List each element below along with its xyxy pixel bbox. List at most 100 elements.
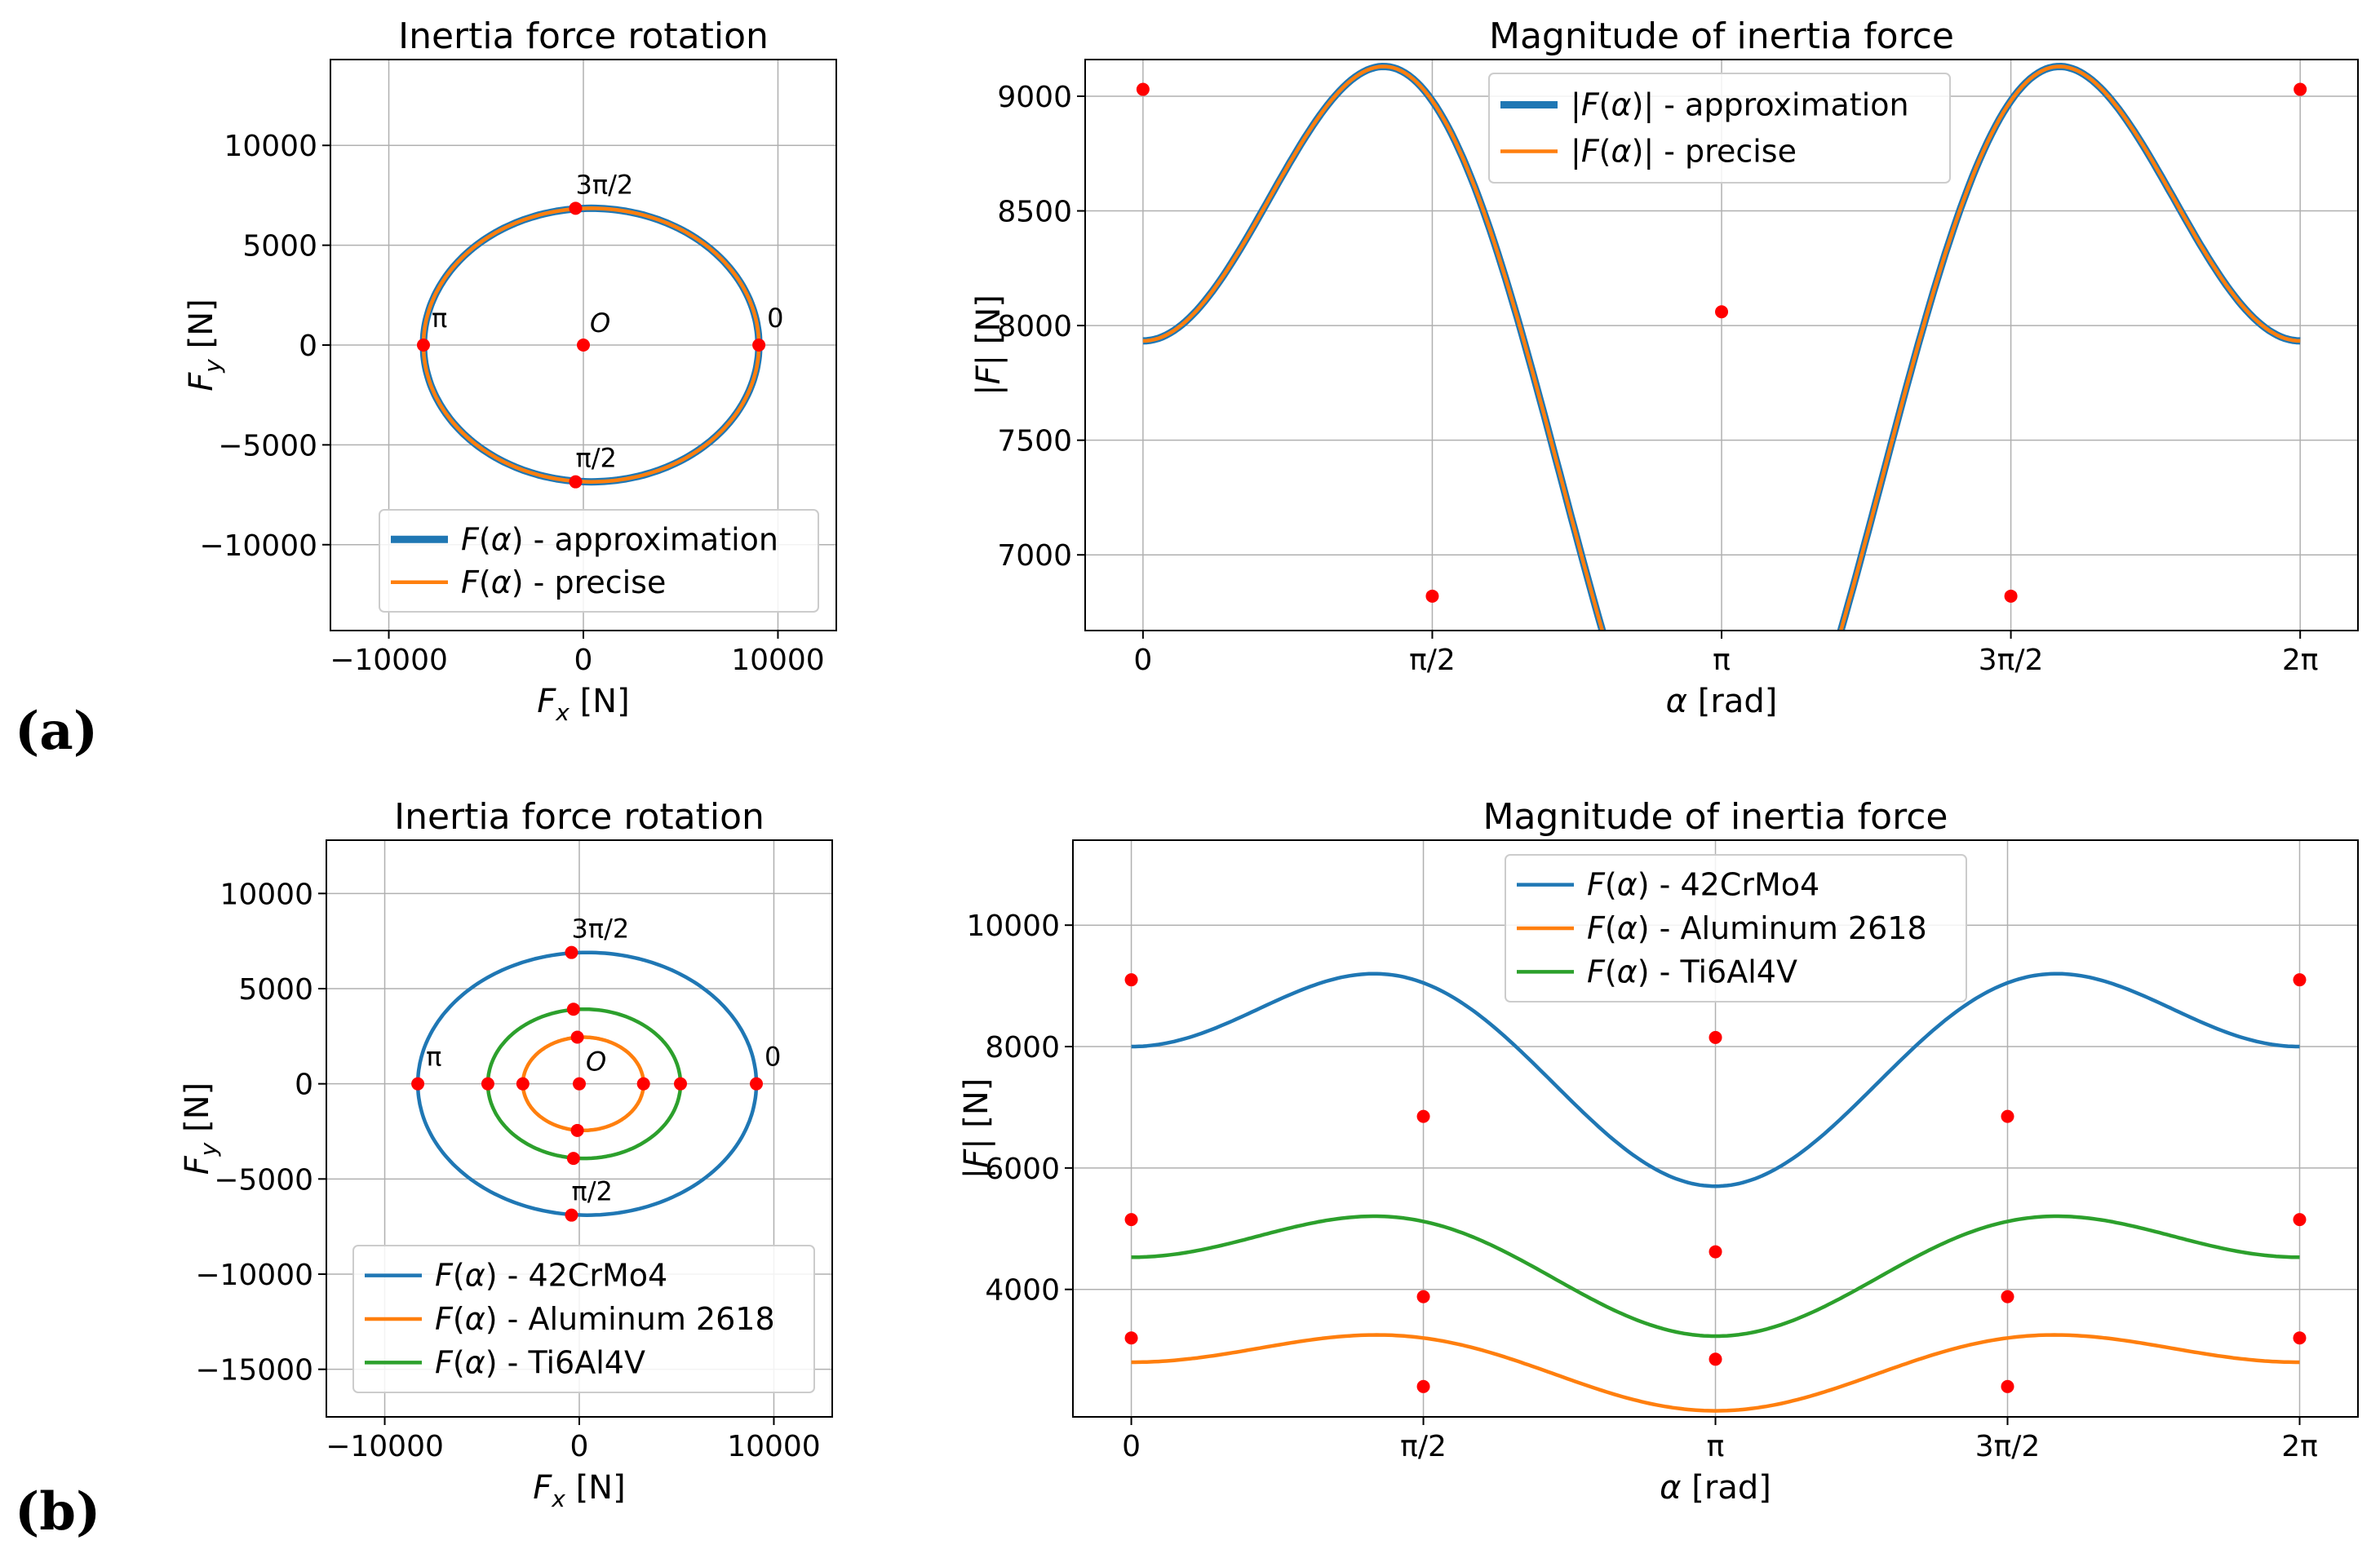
data-point — [569, 201, 583, 215]
data-layer — [1131, 972, 2300, 1413]
y-tick-label: 8500 — [997, 196, 1072, 229]
data-point — [516, 1077, 530, 1091]
data-point — [636, 1077, 650, 1091]
legend-entry-label: F(α) - approximation — [461, 521, 778, 557]
point-annotation: π — [426, 1042, 441, 1073]
data-point — [1136, 82, 1150, 96]
chart-b-magnitude-of-inertia-force: 0 π/2 π 3π/2 2π 4000 6000 8000 10000 Magnitude of… — [958, 796, 2359, 1507]
data-point — [752, 339, 766, 352]
data-point — [2294, 82, 2307, 96]
legend-box — [352, 1245, 815, 1393]
y-tick-label: 4000 — [985, 1274, 1060, 1308]
legend-box — [1505, 854, 1967, 1003]
legend-box — [379, 509, 819, 613]
x-tick-label: 0 — [1122, 1430, 1141, 1463]
point-annotation: 0 — [767, 303, 783, 334]
data-point — [1709, 1245, 1722, 1259]
x-tick-label: 0 — [570, 1430, 589, 1463]
data-point — [1124, 1331, 1138, 1345]
y-tick-label: −5000 — [218, 429, 317, 463]
x-tick-label: −10000 — [326, 1430, 444, 1463]
chart-title: Magnitude of inertia force — [1483, 796, 1948, 838]
point-annotation: π/2 — [575, 443, 616, 474]
panel-label-b: (b) — [15, 1481, 100, 1543]
y-tick-label: 5000 — [242, 230, 317, 263]
chart-title: Inertia force rotation — [394, 796, 765, 838]
y-tick-label: −5000 — [214, 1163, 313, 1197]
y-tick-label: 10000 — [219, 878, 313, 911]
x-tick-label: 2π — [2282, 644, 2319, 677]
series-line-2 — [1131, 1214, 2300, 1339]
legend-entry-label: F(α) - 42CrMo4 — [435, 1258, 667, 1294]
x-tick-label: 0 — [1133, 644, 1152, 677]
x-tick-label: π — [1713, 644, 1731, 677]
data-point — [2004, 589, 2018, 603]
data-point — [2001, 1379, 2014, 1393]
y-tick-label: 10000 — [966, 910, 1060, 943]
point-annotation: O — [590, 308, 610, 339]
legend-entry-label: F(α) - Ti6Al4V — [1587, 954, 1797, 989]
y-tick-label: 8000 — [985, 1031, 1060, 1064]
y-tick-label: 6000 — [985, 1153, 1060, 1186]
x-axis-label: Fx [N] — [533, 1469, 625, 1512]
y-tick-label: 7500 — [997, 425, 1072, 458]
y-tick-label: 9000 — [997, 81, 1072, 114]
y-axis-label: Fy [N] — [179, 1082, 222, 1175]
chart-title: Magnitude of inertia force — [1489, 15, 1954, 57]
y-axis-label: Fy [N] — [183, 299, 226, 391]
x-tick-label: 3π/2 — [1979, 644, 2044, 677]
y-tick-label: −15000 — [195, 1354, 313, 1388]
x-tick-label: 0 — [574, 644, 593, 677]
x-axis-label: α [rad] — [1660, 1469, 1771, 1507]
data-point — [566, 1003, 580, 1016]
x-tick-label: π — [1707, 1430, 1725, 1463]
data-point — [674, 1077, 687, 1091]
data-point — [2001, 1109, 2014, 1123]
x-axis-label: Fx [N] — [537, 683, 629, 726]
legend-entry-label: F(α) - Aluminum 2618 — [435, 1301, 775, 1337]
y-tick-label: 10000 — [224, 130, 317, 163]
chart-a-magnitude-of-inertia-force: 0 π/2 π 3π/2 2π 7000 7500 8000 8500 9000 Magnitude… — [970, 15, 2359, 720]
point-annotation: π — [432, 303, 447, 334]
data-point — [565, 1208, 578, 1222]
point-annotation: 3π/2 — [571, 914, 629, 945]
data-point — [1709, 1030, 1722, 1044]
data-point — [1416, 1290, 1430, 1303]
y-tick-label: −10000 — [199, 529, 317, 563]
data-point — [1709, 1352, 1722, 1366]
data-point — [570, 1030, 584, 1044]
y-axis-label: |F| [N] — [958, 1078, 995, 1180]
data-point — [569, 475, 583, 489]
legend-entry-label: F(α) - 42CrMo4 — [1587, 867, 1819, 903]
point-annotation: π/2 — [571, 1176, 612, 1207]
x-tick-label: π/2 — [1400, 1430, 1447, 1463]
y-tick-label: 7000 — [997, 539, 1072, 573]
chart-a-inertia-force-rotation: 0 π/2 π 3π/2 O −10000 0 10000 −10000 −5000 0 5000 10… — [183, 15, 837, 726]
y-tick-label: 0 — [299, 330, 317, 363]
legend-entry-label: F(α) - Ti6Al4V — [435, 1344, 645, 1380]
panel-label-a: (a) — [15, 701, 98, 762]
data-layer — [1142, 63, 2301, 631]
data-point — [1416, 1109, 1430, 1123]
x-tick-label: 10000 — [731, 644, 825, 677]
x-tick-label: π/2 — [1409, 644, 1456, 677]
x-tick-label: 10000 — [727, 1430, 821, 1463]
point-annotation: O — [586, 1047, 606, 1078]
data-point — [750, 1077, 763, 1091]
point-annotation: 3π/2 — [575, 169, 633, 200]
data-point — [1715, 305, 1729, 319]
data-point — [1124, 973, 1138, 987]
chart-b-inertia-force-rotation: 0 π/2 π 3π/2 O −10000 0 10000 −15000 −10000 −5000 0… — [179, 796, 833, 1512]
x-tick-label: −10000 — [330, 644, 448, 677]
data-point — [2293, 1331, 2307, 1345]
data-point — [2001, 1290, 2014, 1303]
legend-entry-label: |F(α)| - precise — [1571, 134, 1797, 170]
y-tick-label: 0 — [295, 1069, 313, 1102]
legend-entry-label: |F(α)| - approximation — [1571, 87, 1909, 124]
series-line-1 — [1131, 1333, 2300, 1413]
data-point — [565, 945, 578, 959]
data-point — [1416, 1379, 1430, 1393]
legend-entry-label: F(α) - precise — [461, 564, 666, 600]
series-line-1 — [1142, 64, 2301, 631]
